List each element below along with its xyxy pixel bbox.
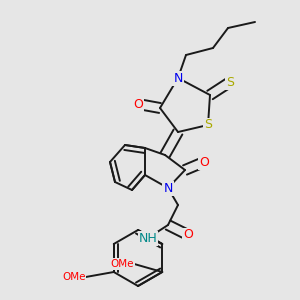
Text: S: S: [226, 76, 234, 88]
Text: OMe: OMe: [62, 272, 86, 282]
Text: O: O: [183, 229, 193, 242]
Text: N: N: [173, 71, 183, 85]
Text: OMe: OMe: [111, 259, 134, 269]
Text: O: O: [199, 155, 209, 169]
Text: N: N: [163, 182, 173, 194]
Text: NH: NH: [139, 232, 158, 244]
Text: O: O: [133, 98, 143, 110]
Text: S: S: [204, 118, 212, 131]
